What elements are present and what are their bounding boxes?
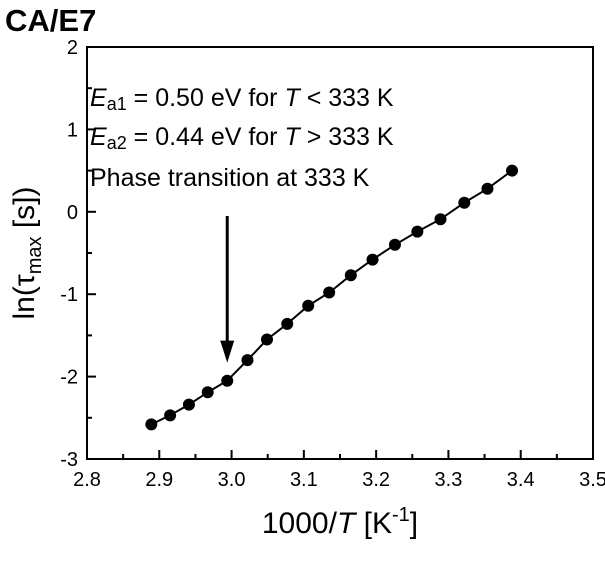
x-axis-label-base: 1000/ — [262, 507, 338, 540]
data-point — [388, 238, 401, 251]
data-point — [411, 225, 424, 238]
transition-arrow-head — [220, 340, 235, 363]
y-tick-label: -2 — [60, 367, 78, 389]
data-point — [145, 418, 158, 431]
y-axis-tick-labels: -3 -2 -1 0 1 2 — [60, 37, 78, 471]
data-point — [344, 269, 357, 282]
data-point — [281, 317, 294, 330]
x-axis-label-symbol: T — [337, 507, 358, 540]
x-axis-label-superscript: -1 — [392, 504, 410, 526]
annotation-ea1-symbol: E — [90, 84, 107, 112]
annotation-ea2-condition: > 333 K — [300, 123, 394, 151]
annotation-ea1-sub: a1 — [107, 94, 127, 114]
x-tick-label: 3.2 — [362, 469, 390, 491]
x-tick-label: 3.0 — [218, 469, 246, 491]
data-point — [366, 253, 379, 266]
x-axis-label: 1000/T [K-1] — [262, 504, 418, 540]
y-tick-label: -1 — [60, 284, 78, 306]
y-axis-label: ln(τmax [s]) — [8, 187, 46, 320]
annotation-ea1: Ea1 = 0.50 eV for T < 333 K — [90, 84, 394, 114]
data-point — [241, 354, 254, 367]
y-tick-label: -3 — [60, 449, 78, 471]
annotation-ea2-temp-symbol: T — [284, 123, 301, 151]
x-tick-label: 3.5 — [579, 469, 605, 491]
y-axis-label-subscript: max — [24, 237, 46, 275]
x-tick-label: 3.3 — [435, 469, 463, 491]
data-point — [164, 409, 177, 422]
x-axis-label-unit: [K — [355, 507, 392, 540]
x-axis-tick-labels: 2.8 2.9 3.0 3.1 3.2 3.3 3.4 3.5 — [73, 469, 605, 491]
x-tick-label: 2.8 — [73, 469, 101, 491]
annotation-ea1-value: = 0.50 eV for — [127, 84, 285, 112]
annotation-phase-transition: Phase transition at 333 K — [90, 164, 370, 192]
data-point — [221, 374, 234, 387]
x-tick-label: 3.1 — [290, 469, 318, 491]
x-axis-label-close: ] — [410, 507, 418, 540]
annotation-ea2-value: = 0.44 eV for — [127, 123, 285, 151]
x-tick-label: 2.9 — [145, 469, 173, 491]
y-axis-label-base: ln( — [8, 286, 41, 319]
y-tick-label: 1 — [67, 119, 78, 141]
data-point — [323, 286, 336, 299]
x-axis-ticks — [86, 450, 594, 459]
data-point — [458, 196, 471, 209]
data-point — [260, 333, 273, 346]
y-tick-label: 0 — [67, 202, 78, 224]
data-point — [182, 398, 195, 411]
data-point — [434, 213, 447, 226]
annotation-ea1-condition: < 333 K — [300, 84, 394, 112]
x-tick-label: 3.4 — [507, 469, 535, 491]
annotation-ea1-temp-symbol: T — [284, 84, 301, 112]
annotation-ea2-symbol: E — [90, 123, 107, 151]
annotation-ea2-sub: a2 — [107, 133, 127, 153]
chart-title: CA/E7 — [5, 3, 96, 38]
data-point — [481, 182, 494, 195]
y-axis-label-symbol: τ — [8, 274, 41, 286]
y-tick-label: 2 — [67, 37, 78, 59]
data-point — [506, 164, 519, 177]
data-point — [201, 386, 214, 399]
data-points — [145, 164, 519, 431]
data-point — [302, 299, 315, 312]
annotation-ea2: Ea2 = 0.44 eV for T > 333 K — [90, 123, 394, 153]
y-axis-ticks — [87, 46, 96, 460]
y-axis-label-unit: [s]) — [8, 187, 41, 237]
